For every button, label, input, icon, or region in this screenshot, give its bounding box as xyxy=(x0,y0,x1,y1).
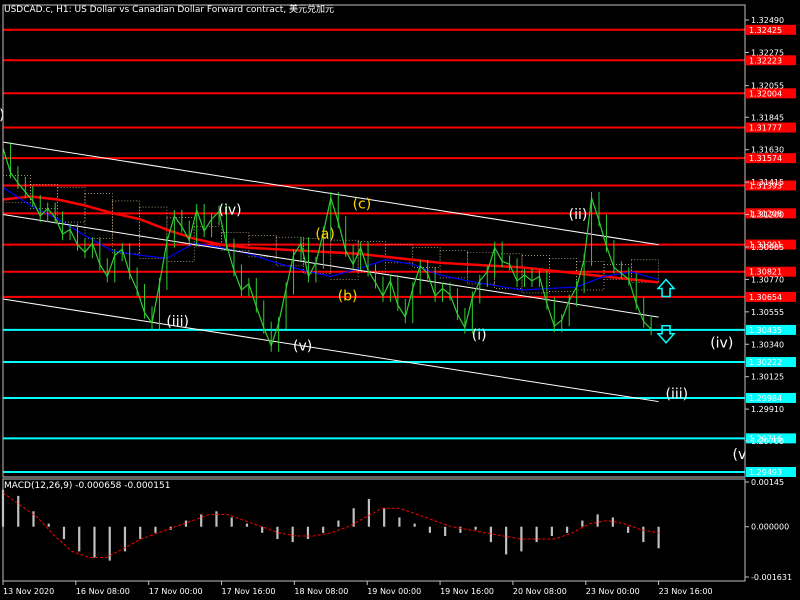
level-price-tag-label: 1.29493 xyxy=(749,468,782,477)
chart-title: USDCAD.c, H1: US Dollar vs Canadian Doll… xyxy=(4,3,334,15)
level-price-tag xyxy=(746,24,796,35)
level-price-tag xyxy=(746,291,796,302)
wave-label: (iii) xyxy=(166,314,189,330)
x-tick-label: 13 Nov 2020 xyxy=(3,587,54,596)
y-tick-label: 1.29910 xyxy=(751,405,784,414)
level-price-tag-label: 1.29716 xyxy=(749,434,782,443)
wave-label: (v xyxy=(733,447,747,463)
level-price-tag xyxy=(746,122,796,133)
level-price-tag-label: 1.29984 xyxy=(749,394,782,403)
level-price-tag-label: 1.30222 xyxy=(749,358,782,367)
y-tick-label: 1.30555 xyxy=(751,308,784,317)
x-tick-label: 19 Nov 00:00 xyxy=(367,587,421,596)
ma-blue-line xyxy=(2,186,659,291)
level-price-tag xyxy=(746,433,796,444)
x-tick-label: 20 Nov 08:00 xyxy=(513,587,567,596)
y-tick-label: 1.30125 xyxy=(751,373,784,382)
y-tick-label: 1.32490 xyxy=(751,16,784,25)
price-series xyxy=(2,142,652,352)
wave-label: (c) xyxy=(353,197,372,213)
x-tick-label: 18 Nov 08:00 xyxy=(294,587,348,596)
arrow-down-icon xyxy=(656,324,676,344)
cloud-segment xyxy=(494,253,523,289)
x-tick-label: 17 Nov 00:00 xyxy=(149,587,203,596)
level-price-tag-label: 1.31001 xyxy=(749,241,782,250)
price-panel-frame xyxy=(2,4,746,478)
trend-line xyxy=(2,214,659,318)
y-tick-label: 1.32275 xyxy=(751,48,784,57)
macd-label: MACD(12,26,9) -0.000658 -0.000151 xyxy=(4,481,170,491)
wave-labels: I) (iv) (c) (ii) (a) (b) (iii) (v) (i) (iv) (iii) (… xyxy=(0,108,746,463)
y-tick-label: 1.30985 xyxy=(751,243,784,252)
macd-y-tick-label: -0.001631 xyxy=(751,573,792,582)
x-tick-label: 23 Nov 16:00 xyxy=(659,587,713,596)
wave-label: (ii) xyxy=(569,207,588,223)
level-price-tag xyxy=(746,357,796,368)
level-price-tag-label: 1.32223 xyxy=(749,56,782,65)
level-price-tag-label: 1.30654 xyxy=(749,293,782,302)
y-tick-label: 1.29700 xyxy=(751,437,784,446)
macd-y-tick-label: 0.00145 xyxy=(751,478,784,487)
x-tick-label: 19 Nov 16:00 xyxy=(440,587,494,596)
level-price-tag xyxy=(746,239,796,250)
wave-label: (a) xyxy=(315,227,335,243)
level-price-tag xyxy=(746,208,796,219)
wave-label: (v) xyxy=(293,338,312,354)
wave-label: (iv) xyxy=(710,335,733,351)
cloud-segment xyxy=(275,236,304,267)
wave-label: I) xyxy=(0,108,5,124)
levels-layer: 1.32425 1.32223 1.32004 1.31777 1.31574 1.313… xyxy=(3,24,796,477)
level-price-tag xyxy=(746,467,796,477)
wave-label: (iv) xyxy=(219,203,242,219)
level-price-tag xyxy=(746,392,796,403)
y-tick-label: 1.32055 xyxy=(751,82,784,91)
price-line xyxy=(2,148,652,348)
wave-label: (b) xyxy=(338,289,358,305)
level-price-tag-label: 1.31208 xyxy=(749,209,782,218)
level-price-tag-label: 1.31393 xyxy=(749,181,782,190)
cloud-segment xyxy=(111,200,140,255)
cloud-segment xyxy=(412,247,441,268)
cloud-segment xyxy=(576,261,605,291)
level-price-tag xyxy=(746,180,796,191)
y-tick-label: 1.30770 xyxy=(751,275,784,284)
level-price-tag xyxy=(746,324,796,335)
y-tick-label: 1.31845 xyxy=(751,113,784,122)
level-price-tag xyxy=(746,266,796,277)
wave-label: (i) xyxy=(472,328,487,344)
level-price-tag xyxy=(746,55,796,66)
level-price-tag-label: 1.32425 xyxy=(749,26,782,35)
y-tick-label: 1.30340 xyxy=(751,340,784,349)
cloud-segment xyxy=(630,259,659,283)
signal-arrows xyxy=(656,278,676,344)
x-tick-label: 16 Nov 08:00 xyxy=(76,587,130,596)
level-price-tag-label: 1.31777 xyxy=(749,124,782,133)
cloud-segment xyxy=(467,251,495,285)
axes: 1.32490 1.32275 1.32055 1.31845 1.31630 1.314… xyxy=(2,4,784,596)
level-price-tag xyxy=(746,88,796,99)
wave-label: (iii) xyxy=(666,387,689,403)
macd-signal-line xyxy=(2,492,659,559)
cloud-segment xyxy=(521,254,550,294)
level-price-tag xyxy=(746,153,796,164)
trend-line xyxy=(2,298,659,403)
y-tick-label: 1.31415 xyxy=(751,178,784,187)
level-price-tag-label: 1.32004 xyxy=(749,89,782,98)
x-tick-label: 23 Nov 00:00 xyxy=(586,587,640,596)
cloud-segment xyxy=(57,187,86,223)
level-price-tag-label: 1.31574 xyxy=(749,154,782,163)
level-price-tag-label: 1.30821 xyxy=(749,268,782,277)
x-tick-label: 17 Nov 16:00 xyxy=(222,587,276,596)
moving-averages xyxy=(2,186,659,291)
level-price-tag-label: 1.30435 xyxy=(749,326,782,335)
arrow-up-icon xyxy=(656,278,676,298)
macd-y-tick-label: 0.000000 xyxy=(751,523,789,532)
macd-panel-frame xyxy=(2,478,746,582)
y-tick-label: 1.31200 xyxy=(751,211,784,220)
y-tick-label: 1.31630 xyxy=(751,146,784,155)
ma-red-line xyxy=(2,195,659,284)
